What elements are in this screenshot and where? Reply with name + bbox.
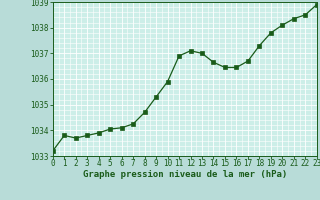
X-axis label: Graphe pression niveau de la mer (hPa): Graphe pression niveau de la mer (hPa) [83, 170, 287, 179]
